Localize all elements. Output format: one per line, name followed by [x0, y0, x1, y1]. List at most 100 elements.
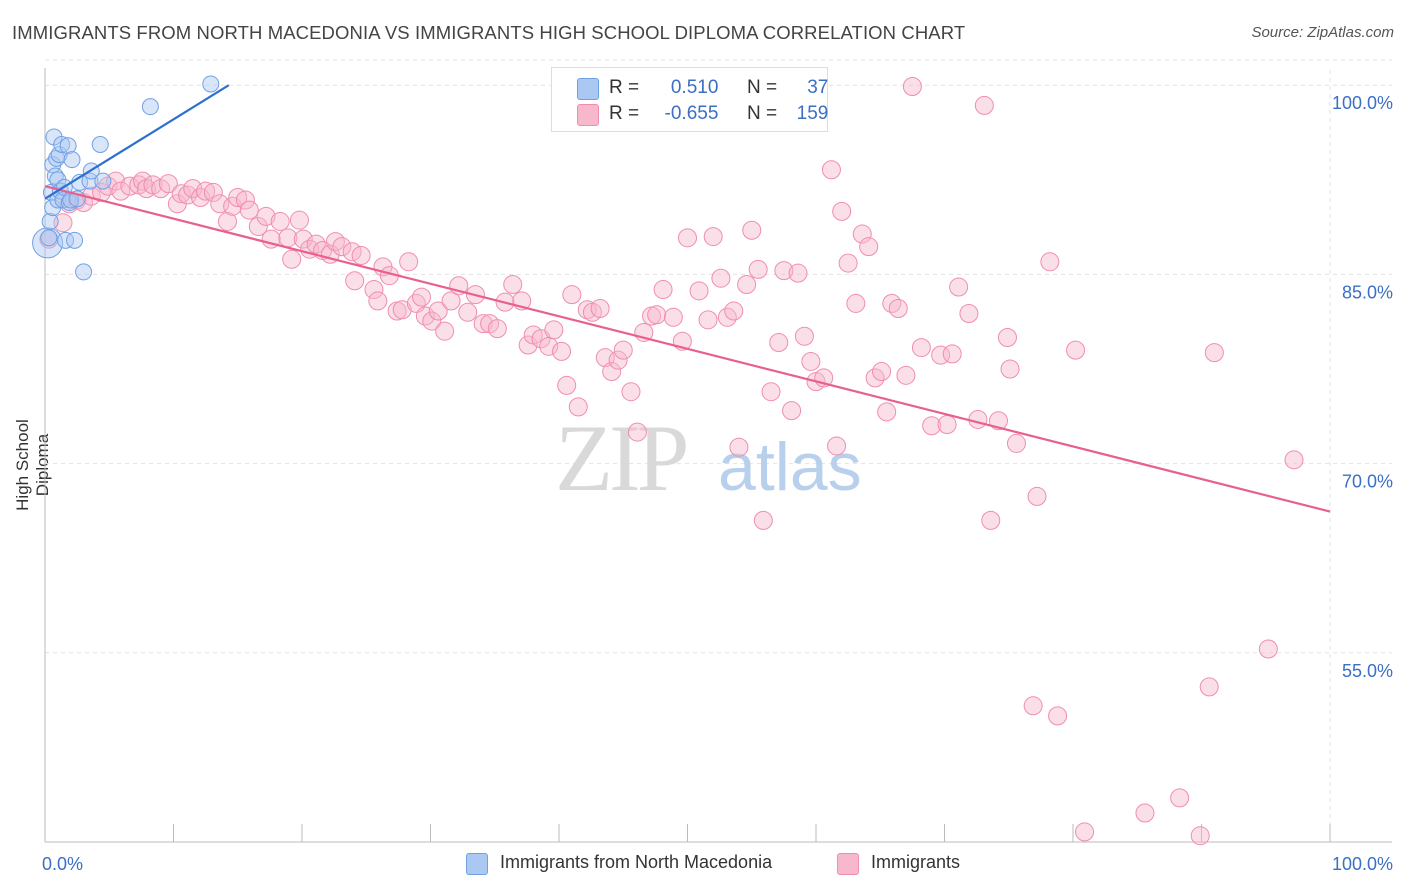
data-point-immigrants [761, 382, 781, 402]
legend-n-value: 159 [796, 103, 829, 124]
data-point-immigrants [412, 287, 432, 307]
chart-title: IMMIGRANTS FROM NORTH MACEDONIA VS IMMIG… [12, 22, 966, 43]
data-point-north-macedonia [32, 227, 64, 259]
data-point-immigrants [663, 307, 683, 327]
data-point-immigrants [368, 291, 388, 311]
data-point-north-macedonia [41, 212, 59, 230]
x-tick-label: 0.0% [42, 854, 83, 874]
data-point-immigrants [974, 95, 994, 115]
data-point-immigrants [882, 293, 902, 313]
stats-legend: R = 0.510 N = 37 R = -0.655 N = 159 [551, 67, 828, 132]
data-point-immigrants [1066, 340, 1086, 360]
data-point-immigrants [235, 190, 255, 210]
data-point-immigrants [435, 321, 455, 341]
data-point-immigrants [282, 249, 302, 269]
legend-n-label: N = [746, 77, 778, 98]
data-point-north-macedonia [141, 98, 159, 116]
data-point-immigrants [399, 252, 419, 272]
data-point-immigrants [689, 281, 709, 301]
data-point-immigrants [959, 304, 979, 324]
data-point-immigrants [742, 220, 762, 240]
data-point-immigrants [753, 510, 773, 530]
data-point-immigrants [562, 285, 582, 305]
data-point-immigrants [190, 187, 210, 207]
data-point-immigrants [1135, 803, 1155, 823]
data-point-immigrants [158, 174, 178, 194]
data-point-immigrants [196, 181, 216, 201]
data-point-immigrants [838, 253, 858, 273]
data-point-immigrants [392, 300, 412, 320]
data-point-immigrants [422, 311, 442, 331]
data-point-immigrants [1027, 486, 1047, 506]
data-point-immigrants [678, 228, 697, 248]
data-point-immigrants [53, 213, 73, 233]
data-point-immigrants [988, 411, 1008, 431]
data-point-immigrants [877, 402, 897, 422]
data-point-immigrants [217, 211, 237, 231]
data-point-immigrants [458, 302, 478, 322]
source-credit: Source: ZipAtlas.com [1251, 24, 1394, 41]
data-point-immigrants [737, 275, 757, 295]
data-point-immigrants [544, 320, 564, 340]
data-point-immigrants [653, 280, 673, 300]
data-point-immigrants [949, 277, 969, 297]
data-point-immigrants [788, 263, 808, 283]
data-point-immigrants [821, 160, 841, 180]
bottom-legend-swatch-pink [837, 853, 859, 875]
data-point-immigrants [801, 351, 821, 371]
data-point-immigrants [289, 210, 309, 230]
bottom-legend-swatch-blue [466, 853, 488, 875]
data-point-immigrants [981, 510, 1001, 530]
data-point-immigrants [748, 259, 768, 279]
data-point-immigrants [729, 437, 749, 457]
data-point-north-macedonia [59, 137, 77, 155]
data-point-immigrants [415, 306, 435, 326]
data-point-immigrants [590, 298, 610, 318]
data-point-immigrants [293, 229, 313, 249]
legend-r-label: R = [609, 77, 640, 98]
data-point-immigrants [794, 326, 814, 346]
data-point-immigrants [872, 362, 892, 382]
legend-n-label: N = [746, 103, 778, 124]
data-point-immigrants [568, 397, 588, 417]
data-point-immigrants [256, 206, 276, 226]
legend-r-label: R = [609, 103, 640, 124]
data-point-north-macedonia [57, 231, 75, 249]
data-point-immigrants [171, 184, 191, 204]
data-point-immigrants [203, 182, 223, 202]
legend-swatch-pink [577, 104, 599, 126]
data-point-immigrants [937, 415, 957, 435]
trendline-immigrants [44, 185, 1331, 513]
data-point-immigrants [1000, 359, 1020, 379]
data-point-immigrants [111, 181, 131, 201]
watermark-zip: ZIP [555, 405, 687, 511]
data-point-north-macedonia [75, 263, 93, 281]
data-point-north-macedonia [40, 229, 58, 247]
data-point-immigrants [552, 341, 572, 361]
data-point-north-macedonia [63, 151, 81, 169]
data-point-immigrants [248, 216, 268, 236]
data-point-immigrants [621, 382, 641, 402]
data-point-immigrants [441, 291, 461, 311]
data-point-immigrants [896, 365, 916, 385]
data-point-immigrants [703, 227, 723, 247]
data-point-immigrants [351, 246, 371, 265]
data-point-immigrants [942, 344, 962, 364]
legend-r-value: -0.655 [664, 103, 719, 124]
data-point-immigrants [1006, 433, 1026, 453]
data-point-immigrants [911, 338, 931, 358]
data-point-immigrants [1199, 677, 1219, 697]
data-point-immigrants [724, 301, 744, 321]
data-point-immigrants [968, 409, 988, 429]
data-point-immigrants [1204, 343, 1224, 363]
data-point-immigrants [769, 333, 789, 353]
data-point-north-macedonia [91, 136, 109, 154]
data-point-north-macedonia [53, 136, 71, 154]
data-point-immigrants [106, 171, 126, 191]
data-point-immigrants [602, 362, 622, 382]
data-point-north-macedonia [94, 172, 112, 190]
data-point-immigrants [902, 76, 922, 96]
data-point-immigrants [711, 268, 731, 288]
data-point-immigrants [832, 201, 852, 221]
data-point-immigrants [827, 436, 847, 456]
